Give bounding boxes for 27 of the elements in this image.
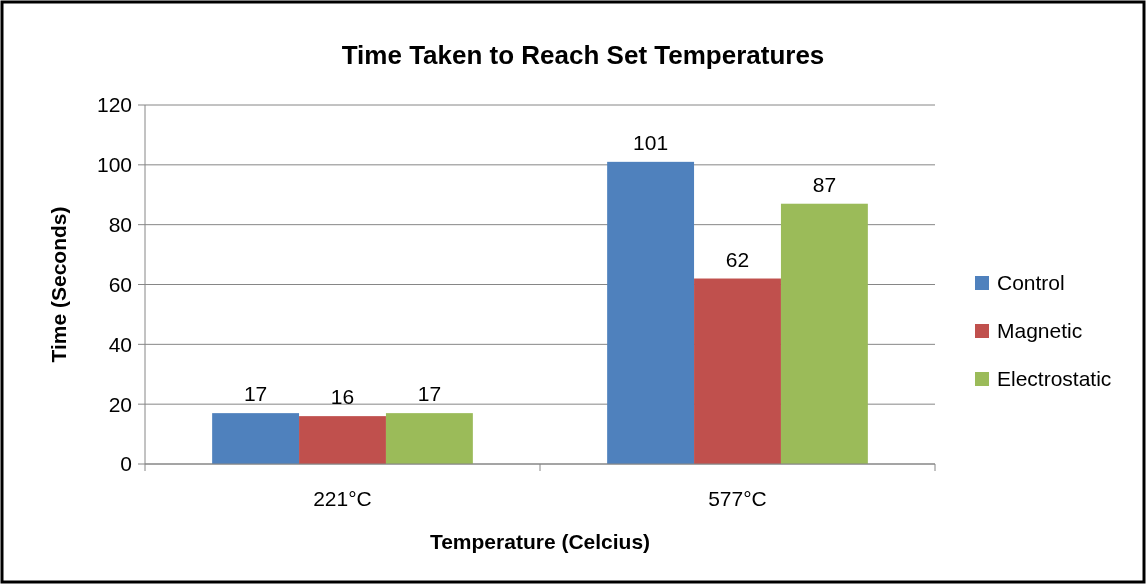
bar [607, 161, 695, 464]
y-tick-label: 100 [96, 153, 132, 177]
x-tick-label: 221°C [313, 487, 372, 510]
bar [299, 416, 386, 464]
chart-title: Time Taken to Reach Set Temperatures [341, 40, 825, 70]
bar [385, 413, 473, 464]
x-tick-label: 577°C [708, 487, 767, 510]
data-label: 62 [725, 247, 750, 271]
y-tick-label: 40 [108, 332, 132, 356]
y-tick-label: 0 [120, 452, 132, 476]
y-tick-label: 120 [96, 93, 132, 117]
legend-label: Electrostatic [997, 367, 1112, 391]
data-label: 101 [633, 130, 669, 154]
y-axis-title: Time (Seconds) [47, 206, 70, 363]
y-tick-label: 80 [108, 213, 132, 237]
data-label: 17 [417, 382, 442, 406]
data-label: 16 [330, 385, 355, 409]
bar [780, 203, 868, 464]
bar [212, 413, 300, 464]
y-tick-label: 60 [108, 272, 132, 296]
bar [694, 278, 781, 464]
y-tick-label: 20 [108, 392, 132, 416]
x-axis-title: Temperature (Celcius) [429, 530, 651, 553]
legend-label: Control [997, 271, 1065, 295]
data-label: 87 [812, 172, 837, 196]
legend-label: Magnetic [997, 319, 1083, 343]
data-label: 17 [243, 382, 268, 406]
